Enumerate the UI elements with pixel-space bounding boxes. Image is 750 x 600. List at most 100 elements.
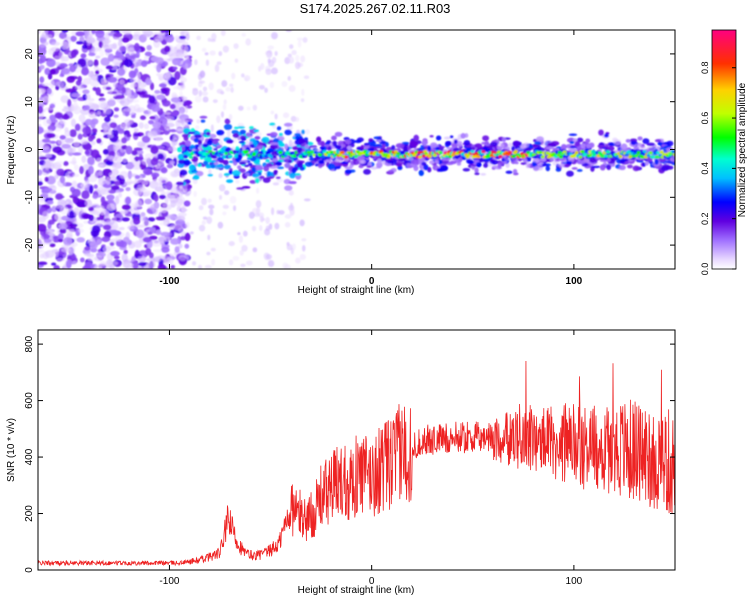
spectrogram-cell (240, 263, 246, 268)
spectrogram-cell (134, 164, 140, 170)
spectrogram-cell (571, 167, 578, 170)
spectrogram-cell (199, 115, 208, 119)
spectrogram-cell (244, 150, 249, 154)
spectrogram-cell (334, 166, 341, 170)
spectrogram-cell (82, 77, 92, 85)
spectrogram-y-tick-label: 10 (24, 96, 35, 108)
spectrogram-cell (80, 53, 87, 59)
spectrogram-cell (41, 82, 51, 87)
spectrogram-cell (172, 183, 178, 189)
colorbar-label: Normalized spectral amplitude (737, 82, 748, 217)
spectrogram-cell (301, 245, 306, 252)
spectrogram-cell (135, 224, 146, 228)
spectrogram-cell (302, 37, 308, 43)
spectrogram-cell (265, 254, 273, 260)
spectrogram-cell (269, 144, 278, 149)
spectrogram-cell (170, 265, 176, 269)
spectrogram-cell (138, 122, 144, 129)
spectrogram-cell (38, 30, 41, 35)
spectrogram-cell (192, 171, 198, 174)
spectrogram-cell (38, 118, 42, 123)
spectrogram-cell (538, 150, 543, 154)
spectrogram-cell (341, 143, 346, 148)
spectrogram-cell (360, 144, 365, 150)
spectrogram-cell (108, 260, 119, 266)
spectrogram-cell (87, 257, 97, 262)
spectrogram-cell (586, 143, 591, 149)
spectrogram-cell (139, 212, 146, 222)
spectrogram-cell (121, 86, 126, 94)
spectrogram-cell (334, 159, 343, 163)
spectrogram-cell (223, 99, 227, 105)
spectrogram-cell (153, 194, 159, 202)
spectrogram-cell (525, 161, 531, 169)
spectrogram-cell (81, 190, 90, 200)
spectrogram-cell (74, 123, 81, 132)
spectrogram-cell (151, 104, 160, 113)
spectrogram-cell (278, 210, 285, 215)
spectrogram-cell (143, 123, 150, 130)
spectrogram-cell (63, 161, 69, 166)
spectrogram-cell (75, 80, 82, 86)
spectrogram-cell (533, 155, 538, 159)
spectrogram-cell (449, 160, 457, 165)
spectrogram-cell (102, 149, 109, 155)
spectrogram-cell (252, 247, 258, 253)
spectrogram-cell (341, 161, 349, 165)
spectrogram-cell (94, 255, 103, 262)
spectrogram-cell (164, 45, 171, 53)
spectrogram-cell (79, 257, 85, 263)
spectrogram-cell (306, 150, 311, 154)
spectrogram-cell (291, 243, 296, 251)
spectrogram-cell (154, 89, 161, 94)
spectrogram-cell (45, 250, 55, 258)
spectrogram-cell (100, 196, 106, 204)
spectrogram-cell (59, 135, 66, 140)
spectrogram-cell (218, 173, 223, 179)
spectrogram-cell (88, 165, 94, 175)
spectrogram-cell (102, 224, 112, 231)
spectrogram-cell (276, 126, 282, 131)
spectrogram-cell (474, 172, 480, 176)
spectrogram-cell (569, 140, 575, 144)
spectrogram-cell (39, 76, 45, 83)
spectrogram-cell (125, 161, 135, 170)
spectrogram-cell (244, 77, 249, 82)
spectrogram-cell (268, 223, 273, 230)
spectrogram-cell (84, 252, 92, 257)
spectrogram-cell (220, 150, 225, 155)
spectrogram-cell (291, 50, 297, 56)
spectrogram-cell (232, 205, 237, 212)
spectrogram-cell (265, 159, 271, 163)
spectrogram-cell (75, 85, 85, 90)
spectrogram-cell (238, 235, 244, 243)
spectrogram-cell (496, 146, 503, 151)
spectrogram-cell (497, 163, 502, 169)
spectrogram-cell (43, 187, 53, 192)
spectrogram-cell (89, 241, 98, 249)
spectrogram-cell (181, 133, 189, 138)
spectrogram-cell (174, 35, 180, 41)
spectrogram-cell (647, 146, 656, 152)
spectrogram-cell (466, 147, 473, 151)
spectrogram-cell (603, 154, 608, 158)
spectrogram-cell (202, 96, 209, 103)
spectrogram-cell (47, 219, 55, 225)
spectrogram-cell (121, 37, 130, 43)
spectrogram-cell (119, 45, 127, 52)
spectrogram-cell (104, 116, 111, 123)
spectrogram-cell (102, 245, 111, 253)
spectrogram-cell (99, 209, 106, 216)
spectrogram-cell (321, 154, 326, 159)
spectrogram-cell (113, 114, 119, 118)
spectrogram-cell (137, 255, 147, 262)
spectrogram-cell (176, 146, 183, 153)
spectrogram-cell (284, 222, 291, 228)
spectrogram-cell (456, 143, 463, 147)
spectrogram-cell (258, 85, 265, 90)
spectrogram-cell (284, 185, 293, 191)
spectrogram-cell (84, 105, 91, 111)
spectrogram-cell (70, 118, 76, 128)
spectrogram-cell (56, 258, 65, 262)
spectrogram-cell (207, 173, 213, 177)
